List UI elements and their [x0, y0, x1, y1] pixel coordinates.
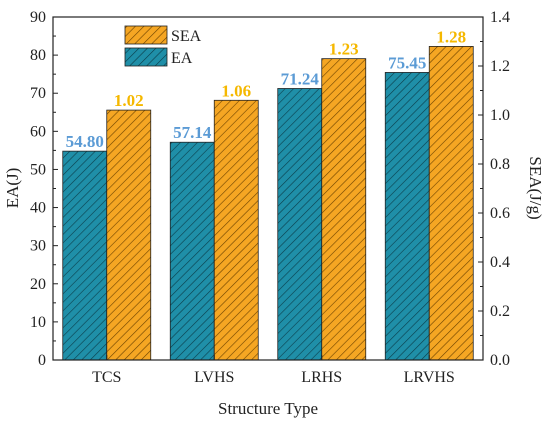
y2-axis-title: SEA(J/g) — [526, 156, 545, 219]
y-tick-label: 30 — [30, 238, 46, 255]
bar-ea — [62, 150, 108, 361]
data-label-ea: 57.14 — [173, 123, 212, 142]
x-tick-label: LRHS — [301, 369, 342, 386]
x-tick-label: LRVHS — [404, 369, 455, 386]
y2-tick-label: 0.8 — [490, 156, 510, 173]
bar-ea — [277, 88, 323, 361]
data-label-ea: 54.80 — [66, 132, 104, 151]
data-label-ea: 75.45 — [388, 53, 426, 72]
x-axis-title: Structure Type — [218, 399, 318, 418]
y2-tick-label: 0.2 — [490, 303, 510, 320]
bar-ea — [384, 72, 430, 361]
data-label-sea: 1.06 — [221, 81, 251, 100]
y-axis-title: EA(J) — [3, 168, 22, 209]
data-label-sea: 1.28 — [436, 27, 466, 46]
data-label-sea: 1.02 — [114, 91, 144, 110]
legend: SEA EA — [124, 25, 202, 67]
x-tick-label: TCS — [92, 369, 121, 386]
value-labels-group: 54.80 1.02 57.14 1.06 71.24 1.23 75.45 1.28 — [66, 27, 467, 151]
legend-label-sea: SEA — [171, 28, 202, 45]
bar-sea — [428, 46, 474, 361]
y2-tick-label: 1.0 — [490, 107, 510, 124]
y2-tick-label: 1.4 — [490, 9, 510, 26]
y2-tick-label: 1.2 — [490, 58, 510, 75]
y-tick-label: 10 — [30, 314, 46, 331]
y-tick-label: 50 — [30, 161, 46, 178]
bar-sea — [213, 99, 259, 361]
y-tick-label: 20 — [30, 276, 46, 293]
legend-swatch-sea — [124, 25, 168, 45]
bars-group — [62, 46, 474, 361]
y-tick-label: 70 — [30, 85, 46, 102]
y2-tick-label: 0.0 — [490, 352, 510, 369]
bar-sea — [106, 109, 152, 361]
y-tick-label: 0 — [38, 352, 46, 369]
x-axis: TCS LVHS LRHS LRVHS — [92, 355, 455, 386]
y-tick-label: 80 — [30, 47, 46, 64]
bar-sea — [321, 58, 367, 361]
data-label-ea: 71.24 — [281, 69, 320, 88]
right-axis: 0.0 0.2 0.4 0.6 0.8 1.0 1.2 1.4 — [478, 9, 510, 369]
legend-label-ea: EA — [171, 50, 193, 67]
x-tick-label: LVHS — [194, 369, 234, 386]
data-label-sea: 1.23 — [329, 40, 359, 59]
y-tick-label: 90 — [30, 9, 46, 26]
left-axis: 0 10 20 30 40 50 60 70 80 90 — [30, 9, 58, 369]
y-tick-label: 60 — [30, 123, 46, 140]
bar-ea — [169, 141, 215, 361]
y2-tick-label: 0.6 — [490, 205, 510, 222]
legend-swatch-ea — [124, 47, 168, 67]
y-tick-label: 40 — [30, 200, 46, 217]
y2-tick-label: 0.4 — [490, 254, 510, 271]
